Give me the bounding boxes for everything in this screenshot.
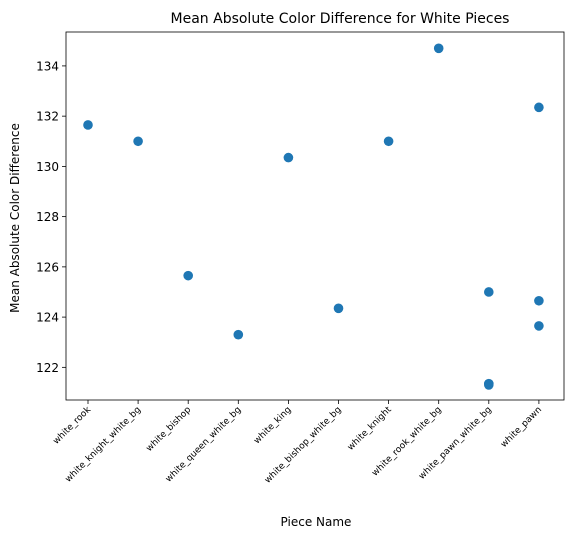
data-point (234, 330, 244, 340)
x-axis-label: Piece Name (281, 515, 352, 529)
data-point (384, 136, 394, 146)
y-tick-label: 128 (36, 210, 59, 224)
y-tick-label: 124 (36, 311, 59, 325)
data-point (534, 321, 544, 331)
y-tick-label: 130 (36, 160, 59, 174)
data-point (534, 296, 544, 306)
data-point (484, 380, 494, 390)
y-tick-label: 132 (36, 110, 59, 124)
data-point (484, 287, 494, 297)
y-tick-label: 122 (36, 361, 59, 375)
data-point (83, 120, 93, 130)
x-tick-label: white_pawn (499, 405, 544, 450)
x-tick-label: white_knight (346, 405, 394, 453)
x-tick-label: white_bishop (145, 405, 194, 454)
y-tick-label: 134 (36, 59, 59, 73)
data-point (183, 271, 193, 281)
data-point (133, 136, 143, 146)
data-point (434, 44, 444, 54)
plot-frame (66, 32, 564, 400)
y-axis-label: Mean Absolute Color Difference (8, 123, 22, 313)
data-point (284, 153, 294, 163)
y-tick-label: 126 (36, 260, 59, 274)
plot-area: 122 124 126 128 130 132 134 white_rook white_kni… (36, 32, 564, 486)
chart-title: Mean Absolute Color Difference for White… (171, 11, 510, 27)
x-tick-label: white_rook (52, 404, 94, 446)
data-point (334, 304, 344, 314)
data-point (534, 103, 544, 113)
x-tick-label: white_king (252, 405, 293, 446)
